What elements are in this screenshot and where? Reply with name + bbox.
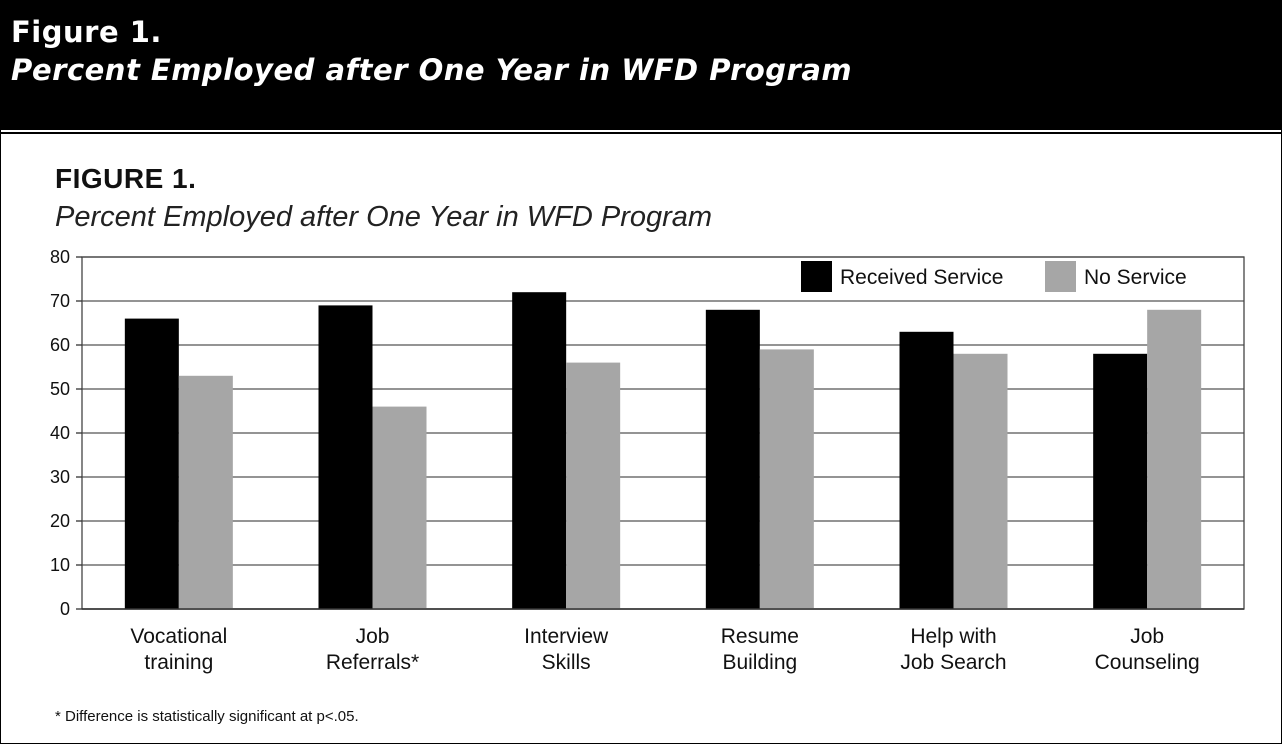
x-category-label: Skills: [542, 651, 591, 674]
bar-no-service: [372, 406, 427, 609]
x-category-label: Job Search: [900, 651, 1006, 674]
bar-received-service: [124, 318, 179, 609]
header-divider: [1, 132, 1281, 134]
legend-swatch: [801, 261, 832, 292]
legend-background: [797, 259, 1025, 295]
x-category-label: Counseling: [1095, 651, 1200, 674]
bar-no-service: [759, 349, 814, 609]
x-category-label: Job: [1130, 625, 1164, 648]
bar-received-service: [899, 331, 954, 609]
y-tick-label: 40: [50, 423, 70, 443]
bar-no-service: [566, 362, 621, 609]
y-tick-label: 70: [50, 291, 70, 311]
legend-swatch: [1045, 261, 1076, 292]
y-tick-label: 10: [50, 555, 70, 575]
bar-no-service: [953, 353, 1008, 609]
legend-label: No Service: [1084, 266, 1187, 289]
chart-gridlines: [81, 256, 1245, 610]
y-tick-label: 80: [50, 247, 70, 267]
bar-received-service: [1093, 353, 1148, 609]
y-axis: 0 10 20 30 40 50 60 70 80: [50, 247, 82, 619]
chart-legend: Received Service No Service: [797, 259, 1205, 295]
header-figure-caption: Percent Employed after One Year in WFD P…: [11, 53, 853, 87]
legend-label: Received Service: [840, 266, 1003, 289]
bar-received-service: [512, 292, 567, 609]
significance-footnote: * Difference is statistically significan…: [55, 708, 359, 725]
y-tick-label: 0: [60, 599, 70, 619]
x-axis-labels: Vocational training Job Referrals* Interview…: [130, 625, 1199, 674]
y-tick-label: 30: [50, 467, 70, 487]
x-category-label: Job: [356, 625, 390, 648]
figure-subtitle: Percent Employed after One Year in WFD P…: [55, 201, 713, 233]
x-category-label: Resume: [721, 625, 799, 648]
x-category-label: Referrals*: [326, 651, 419, 674]
y-tick-label: 60: [50, 335, 70, 355]
bar-received-service: [705, 309, 760, 609]
x-category-label: training: [144, 651, 213, 674]
y-tick-label: 50: [50, 379, 70, 399]
figure-title: FIGURE 1.: [55, 163, 197, 194]
header-figure-number: Figure 1.: [11, 15, 162, 49]
bar-no-service: [1147, 309, 1202, 609]
x-category-label: Interview: [524, 625, 609, 648]
bar-no-service: [178, 375, 233, 609]
y-tick-label: 20: [50, 511, 70, 531]
x-category-label: Help with: [910, 625, 996, 648]
page-header: Figure 1. Percent Employed after One Yea…: [1, 1, 1281, 132]
bar-received-service: [318, 305, 373, 609]
x-category-label: Vocational: [130, 625, 227, 648]
x-category-label: Building: [722, 651, 797, 674]
chart-bars: [82, 292, 1244, 610]
